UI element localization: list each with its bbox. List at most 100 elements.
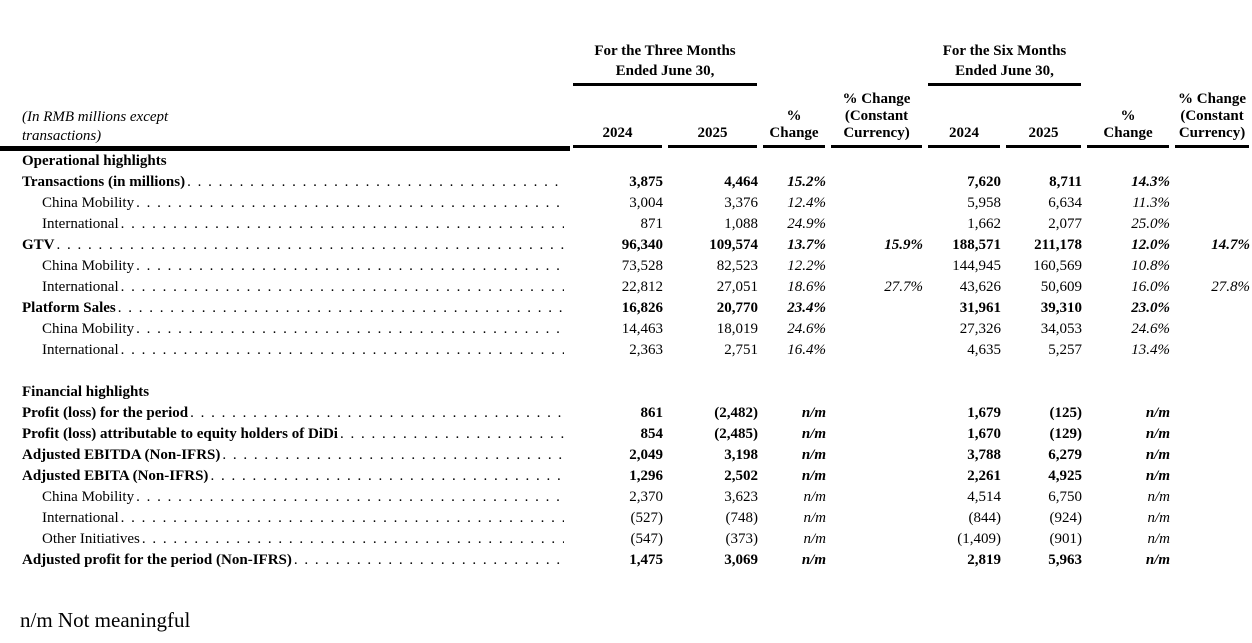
cell-value: 2,751: [724, 341, 758, 358]
cell-value: 3,004: [629, 194, 663, 211]
empty-header-cell: [0, 34, 570, 86]
col-header-2025-6m: 2025: [1003, 86, 1084, 148]
dot-leader: [121, 214, 564, 235]
cell-value: 109,574: [709, 236, 758, 253]
cell-value: n/m: [801, 467, 826, 484]
cell-value: 13.7%: [787, 236, 826, 253]
table-row: Adjusted EBITA (Non-IFRS) 1,296 2,502 n/m 2,…: [0, 466, 1252, 487]
row-label-cell: China Mobility: [0, 193, 570, 214]
cell-value: [828, 529, 925, 550]
cell-value: [1172, 466, 1252, 487]
cell-value: 15.2%: [787, 173, 826, 190]
cell-value: [828, 508, 925, 529]
dot-leader: [121, 508, 564, 529]
cell-value: 854: [640, 425, 664, 442]
cell-value: (547): [630, 530, 664, 547]
row-label: Profit (loss) attributable to equity hol…: [22, 425, 338, 442]
cell-value: (373): [725, 530, 759, 547]
cell-value: n/m: [1145, 404, 1171, 421]
cell-value: 211,178: [1034, 236, 1083, 253]
row-label-cell: International: [0, 340, 570, 361]
cell-value: 144,945: [952, 257, 1001, 274]
row-label: China Mobility: [42, 320, 135, 337]
cell-value: [1172, 424, 1252, 445]
cell-value: 5,958: [967, 194, 1001, 211]
dot-leader: [136, 193, 564, 214]
cell-value: 20,770: [716, 299, 758, 316]
cell-value: n/m: [803, 509, 827, 526]
cell-value: 3,788: [967, 446, 1001, 463]
cell-value: 1,679: [967, 404, 1001, 421]
table-row: China Mobility 3,004 3,376 12.4% 5,958 6,634 1…: [0, 193, 1252, 214]
cell-value: 2,819: [967, 551, 1001, 568]
table-row: [0, 361, 1252, 382]
cell-value: [828, 256, 925, 277]
cell-value: 11.3%: [1132, 194, 1171, 211]
cell-value: 25.0%: [1131, 215, 1171, 232]
period-group-row: For the Three Months Ended June 30, For …: [0, 34, 1252, 86]
row-label: Transactions (in millions): [22, 173, 186, 190]
cell-value: (2,482): [714, 404, 758, 421]
cell-value: 861: [640, 404, 664, 421]
cell-value: [1172, 487, 1252, 508]
table-row: Profit (loss) attributable to equity hol…: [0, 424, 1252, 445]
empty-header-cell: [1084, 34, 1172, 86]
cell-value: 14,463: [621, 320, 663, 337]
period-group-line: For the Six Months: [942, 43, 1067, 59]
period-group-six-months: For the Six Months Ended June 30,: [925, 34, 1084, 86]
row-label: China Mobility: [42, 257, 135, 274]
section-label: Operational highlights: [22, 152, 167, 169]
cell-value: (901): [1049, 530, 1083, 547]
col-header-2025-3m: 2025: [665, 86, 760, 148]
cell-value: (129): [1049, 425, 1083, 442]
cell-value: 50,609: [1040, 278, 1083, 295]
period-group-line: Ended June 30,: [615, 63, 715, 79]
dot-leader: [187, 172, 564, 193]
dot-leader: [142, 529, 564, 550]
row-label: China Mobility: [42, 488, 135, 505]
cell-value: [828, 445, 925, 466]
financial-highlights-table: For the Three Months Ended June 30, For …: [0, 34, 1252, 571]
cell-value: 4,514: [967, 488, 1001, 505]
table-header: For the Three Months Ended June 30, For …: [0, 34, 1252, 151]
table-row: Transactions (in millions) 3,875 4,464 15.2…: [0, 172, 1252, 193]
empty-header-cell: [1172, 34, 1252, 86]
cell-value: [1172, 214, 1252, 235]
cell-value: (125): [1049, 404, 1083, 421]
column-header-row: (In RMB millions except transactions) 20…: [0, 86, 1252, 151]
cell-value: 96,340: [621, 236, 663, 253]
col-header-pct-change-6m: % Change: [1084, 86, 1172, 148]
cell-value: (748): [725, 509, 759, 526]
col-header-2024-3m: 2024: [570, 86, 665, 148]
cell-value: 14.3%: [1131, 173, 1171, 190]
empty-header-cell: [828, 34, 925, 86]
row-label-cell: International: [0, 277, 570, 298]
cell-value: 16,826: [621, 299, 663, 316]
cell-value: 18,019: [716, 320, 758, 337]
table-row: Financial highlights: [0, 382, 1252, 403]
caption-line: transactions): [22, 127, 102, 144]
cell-value: 12.4%: [787, 194, 826, 211]
dot-leader: [136, 256, 564, 277]
cell-value: [1172, 256, 1252, 277]
period-group-line: For the Three Months: [594, 43, 736, 59]
row-label-cell: China Mobility: [0, 256, 570, 277]
cell-value: 1,088: [724, 215, 758, 232]
cell-value: 24.6%: [1131, 320, 1171, 337]
row-label-cell: Adjusted EBITDA (Non-IFRS): [0, 445, 570, 466]
table-row: China Mobility 2,370 3,623 n/m 4,514 6,750 n/m: [0, 487, 1252, 508]
cell-value: 2,363: [629, 341, 663, 358]
cell-value: 24.6%: [787, 320, 826, 337]
section-header-cell: Operational highlights: [0, 148, 1252, 172]
cell-value: 73,528: [621, 257, 663, 274]
row-label-cell: International: [0, 214, 570, 235]
row-label-cell: Platform Sales: [0, 298, 570, 319]
table-row: Adjusted EBITDA (Non-IFRS) 2,049 3,198 n/m 3…: [0, 445, 1252, 466]
row-label: Adjusted EBITDA (Non-IFRS): [22, 446, 221, 463]
cell-value: 2,049: [629, 446, 663, 463]
cell-value: 1,296: [629, 467, 663, 484]
row-label: Platform Sales: [22, 299, 116, 316]
empty-header-cell: [760, 34, 828, 86]
dot-leader: [121, 277, 564, 298]
